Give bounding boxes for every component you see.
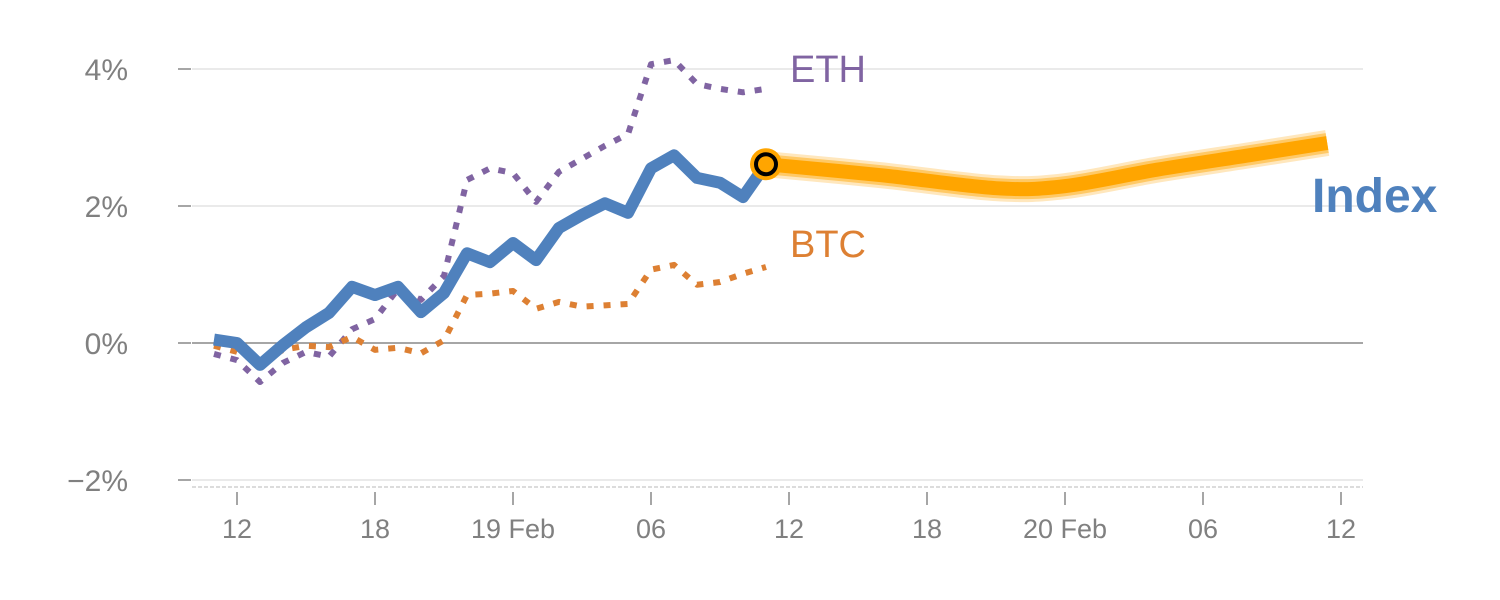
y-tick-label: 0%	[85, 328, 128, 361]
last-point-marker	[754, 152, 778, 177]
x-tick-label: 12	[222, 514, 252, 544]
x-tick-label: 19 Feb	[471, 514, 555, 544]
x-tick-label: 20 Feb	[1023, 514, 1107, 544]
y-tick-label: 2%	[85, 191, 128, 224]
x-tick-label: 12	[1326, 514, 1356, 544]
x-tick-label: 12	[774, 514, 804, 544]
series-label-index: Index	[1312, 170, 1438, 223]
x-tick-label: 06	[636, 514, 666, 544]
series-label-btc: BTC	[790, 224, 866, 266]
x-tick-label: 18	[360, 514, 390, 544]
y-tick-label: −2%	[67, 465, 128, 498]
series-line-btc	[213, 261, 767, 366]
x-tick-label: 06	[1188, 514, 1218, 544]
x-tick-label: 18	[912, 514, 942, 544]
series-line-index	[213, 149, 771, 371]
series-label-eth: ETH	[790, 49, 866, 91]
series-labels: ETH BTC Index	[790, 49, 1438, 266]
forecast-line	[765, 136, 1329, 197]
y-axis: 4% 2% 0% −2%	[67, 54, 191, 498]
gridlines	[192, 68, 1363, 481]
y-tick-label: 4%	[85, 54, 128, 87]
series-layer	[213, 57, 1330, 386]
x-axis: 12 18 19 Feb 06 12 18 20 Feb 06 12	[192, 486, 1363, 544]
